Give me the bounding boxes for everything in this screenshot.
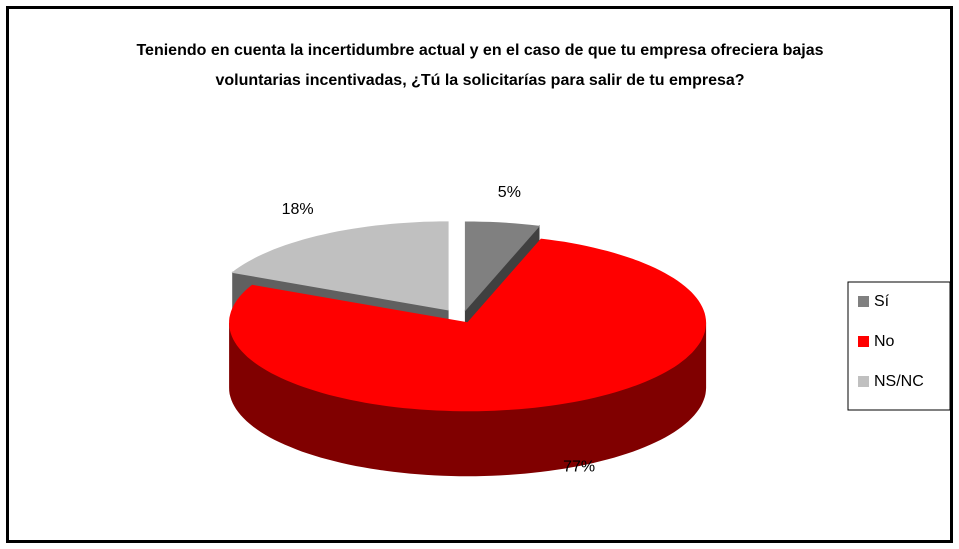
data-label: 18% (282, 201, 314, 218)
data-label: 5% (498, 184, 521, 201)
chart-frame (6, 6, 953, 543)
chart-title: Teniendo en cuenta la incertidumbre actu… (136, 42, 824, 89)
data-label: 77% (563, 459, 595, 476)
legend-label: NS/NC (874, 373, 924, 390)
legend-label: Sí (874, 293, 890, 310)
legend-swatch (858, 376, 869, 387)
legend-swatch (858, 296, 869, 307)
slice-top (229, 238, 707, 412)
slice-top (231, 221, 449, 311)
legend-label: No (874, 333, 895, 350)
legend-swatch (858, 336, 869, 347)
slice-top (464, 221, 541, 312)
